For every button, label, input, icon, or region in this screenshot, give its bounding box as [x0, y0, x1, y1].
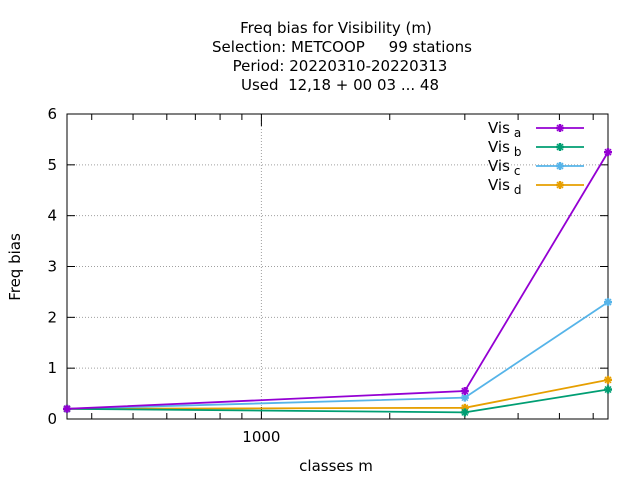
legend-label-b: Vis b: [488, 138, 522, 159]
data-point: [604, 298, 612, 307]
data-point: [604, 375, 612, 384]
data-point: [604, 148, 612, 157]
legend-subscript: a: [514, 126, 521, 140]
series-lines: [63, 148, 612, 417]
y-tick-label: 1: [47, 359, 57, 377]
y-tick-label: 0: [47, 410, 57, 428]
data-point: [460, 393, 469, 402]
y-tick-label: 4: [47, 207, 57, 225]
x-tick-labels: 1000: [242, 428, 280, 446]
chart-title: Freq bias for Visibility (m) Selection: …: [212, 19, 472, 94]
grid-lines: [67, 114, 608, 419]
y-tick-label: 3: [47, 258, 57, 276]
y-tick-label: 6: [47, 105, 57, 123]
legend-name: Vis: [488, 119, 510, 137]
legend-name: Vis: [488, 138, 510, 156]
legend-label-a: Vis a: [488, 119, 521, 140]
y-tick-label: 2: [47, 308, 57, 326]
y-tick-label: 5: [47, 156, 57, 174]
series-line-c: [66, 301, 609, 410]
legend-name: Vis: [488, 157, 510, 175]
title-line-3: Period: 20220310-20220313: [233, 57, 448, 75]
title-line-2: Selection: METCOOP 99 stations: [212, 38, 472, 56]
legend-label-d: Vis d: [488, 176, 522, 197]
data-point: [556, 124, 564, 132]
data-point: [556, 143, 564, 151]
data-point: [604, 385, 612, 394]
data-point: [556, 162, 564, 170]
y-tick-labels: 0 1 2 3 4 5 6: [47, 105, 57, 428]
data-point: [556, 181, 564, 189]
y-axis-label: Freq bias: [6, 233, 24, 301]
series-line-a: [66, 151, 609, 410]
legend-name: Vis: [488, 176, 510, 194]
x-axis-label: classes m: [299, 457, 373, 475]
legend-label-c: Vis c: [488, 157, 521, 178]
legend-subscript: c: [514, 164, 521, 178]
x-tick-label: 1000: [242, 428, 280, 446]
data-point: [460, 408, 469, 417]
title-line-4: Used 12,18 + 00 03 ... 48: [241, 76, 439, 94]
legend-subscript: d: [514, 183, 522, 197]
title-line-1: Freq bias for Visibility (m): [240, 19, 432, 37]
axis-ticks: [67, 113, 608, 420]
data-point: [63, 404, 71, 413]
data-point: [460, 387, 469, 396]
legend-subscript: b: [514, 145, 522, 159]
